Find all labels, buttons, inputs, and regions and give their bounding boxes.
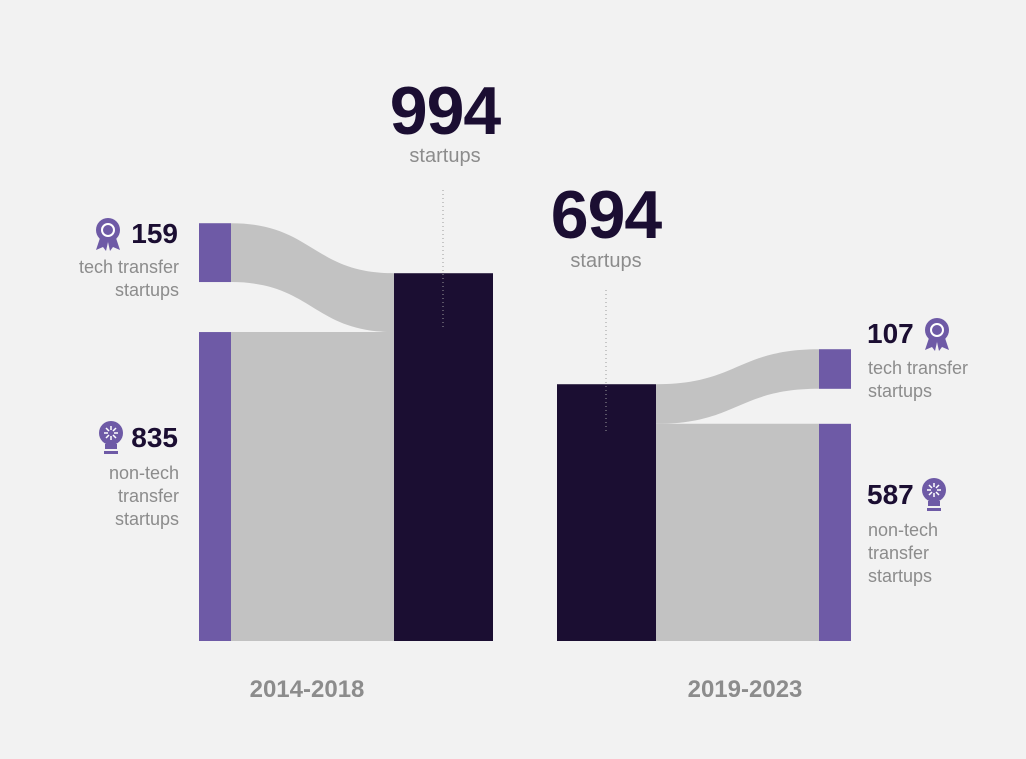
segment-label: tech transfer startups [868,358,969,401]
total-value: 994 [389,73,501,149]
medal-icon [924,318,949,351]
segment-heading: 835 [97,420,178,456]
segment-bar [199,332,231,641]
period-label: 2019-2023 [687,676,803,703]
flow [231,332,394,641]
segment-label: non-tech transfer startups [108,463,179,529]
total-bar [557,384,656,641]
segment-value: 107 [867,318,914,349]
segment-heading: 159 [91,216,178,252]
total-bar [394,273,493,641]
medal-icon [96,218,121,251]
flow [656,423,819,641]
segment-value: 835 [131,422,178,453]
segment-heading: 107 [867,316,954,352]
total-unit: startups [570,250,642,272]
segment-value: 587 [867,479,914,510]
segment-label: tech transfer startups [78,257,179,300]
segment-bar [199,223,231,283]
segment-label: non-tech transfer startups [868,520,939,586]
segment-value: 159 [131,218,178,249]
bulb-icon [99,421,124,454]
flow [231,223,394,333]
total-unit: startups [409,145,481,167]
segment-bar [819,349,851,389]
bulb-icon [921,478,946,511]
flow [656,349,819,424]
segment-heading: 587 [867,477,948,513]
total-value: 694 [550,177,662,253]
segment-bar [819,423,851,641]
period-label: 2014-2018 [249,676,365,703]
